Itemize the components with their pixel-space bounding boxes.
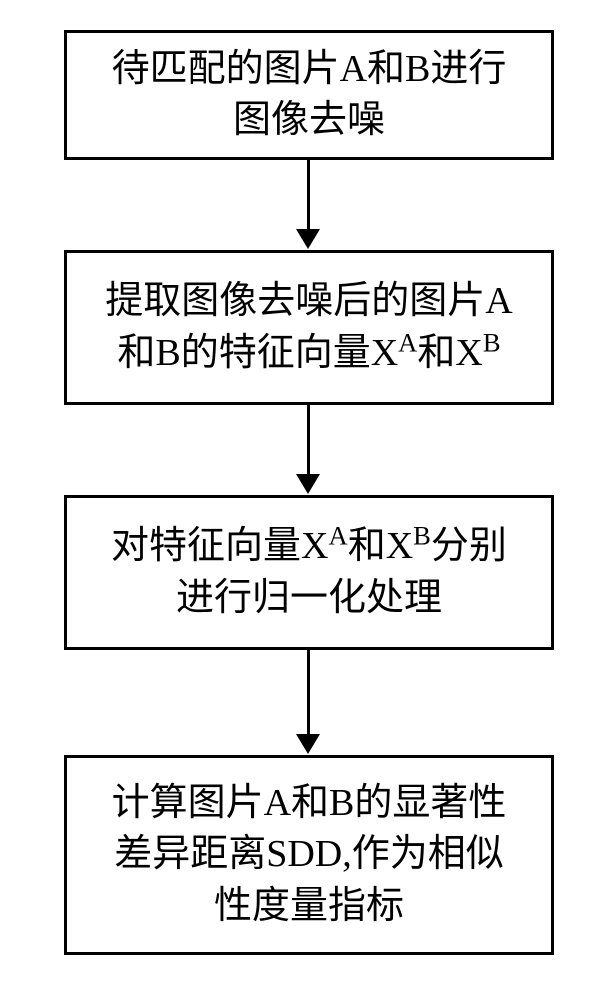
flowchart-edge-2-3 [296, 405, 320, 494]
flowchart-edge-1-2 [296, 160, 320, 249]
flowchart-node-step1: 待匹配的图片A和B进行图像去噪 [64, 30, 554, 160]
flowchart-node-step3: 对特征向量XA和XB分别进行归一化处理 [64, 495, 554, 650]
node-label: 计算图片A和B的显著性差异距离SDD,作为相似性度量指标 [112, 778, 507, 932]
flowchart-edge-3-4 [296, 650, 320, 754]
flowchart-node-step2: 提取图像去噪后的图片A和B的特征向量XA和XB [64, 250, 554, 405]
node-label: 待匹配的图片A和B进行图像去噪 [112, 44, 507, 147]
node-label: 提取图像去噪后的图片A和B的特征向量XA和XB [105, 276, 512, 379]
flowchart-container: 待匹配的图片A和B进行图像去噪 提取图像去噪后的图片A和B的特征向量XA和XB … [0, 0, 616, 1000]
node-label: 对特征向量XA和XB分别进行归一化处理 [111, 521, 507, 624]
flowchart-node-step4: 计算图片A和B的显著性差异距离SDD,作为相似性度量指标 [64, 755, 554, 955]
